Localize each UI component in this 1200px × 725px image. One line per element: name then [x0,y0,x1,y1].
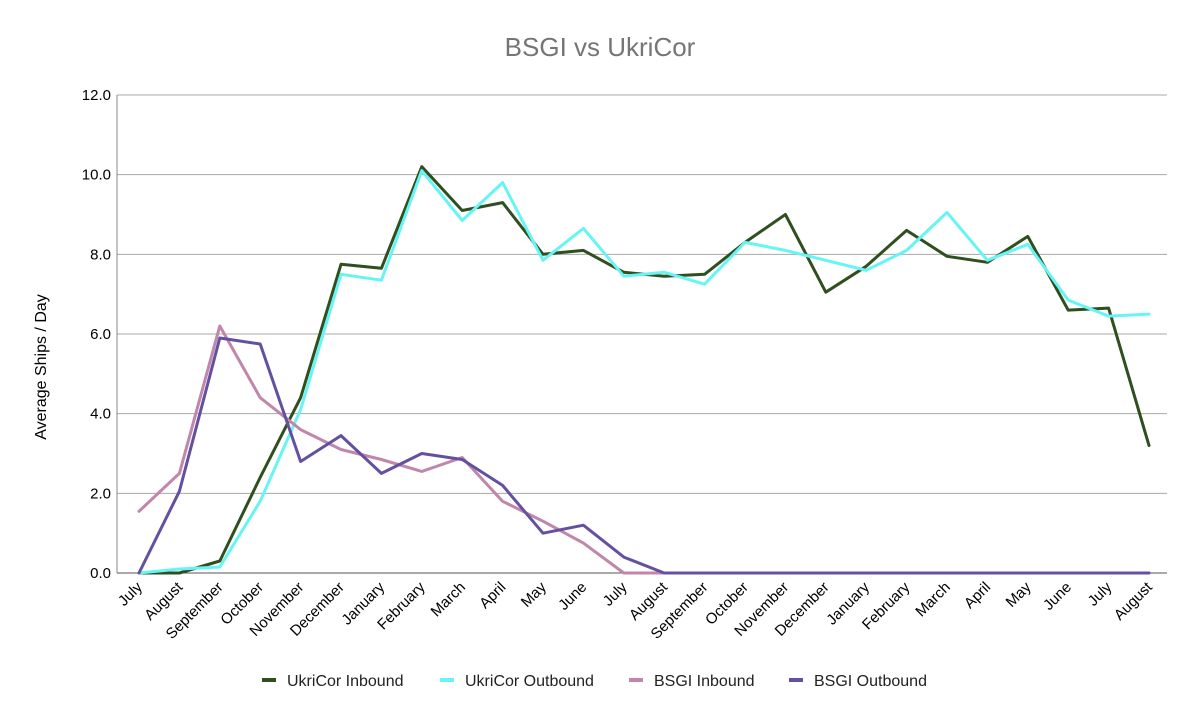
gridlines [117,94,1167,574]
x-tick-label: May [518,578,550,610]
series-line-1 [137,165,1151,575]
x-tick-label: June [555,579,590,614]
y-tick-label: 2.0 [90,485,111,502]
x-tick-label: August [1111,578,1157,624]
x-tick-label: July [600,578,631,609]
chart-title: BSGI vs UkriCor [505,32,696,62]
x-tick-label: April [961,579,994,612]
series-line-2 [137,169,1151,575]
series-lines [137,165,1151,575]
y-tick-label: 4.0 [90,406,111,423]
legend-label: BSGI Inbound [654,673,755,690]
y-tick-label: 0.0 [90,565,111,582]
y-axis-ticks: 0.0 2.0 4.0 6.0 8.0 10.0 12.0 [82,87,111,582]
x-tick-label: July [115,578,146,609]
x-tick-label: July [1085,578,1116,609]
x-tick-label: June [1040,579,1075,614]
legend-label: UkriCor Inbound [287,673,404,690]
legend: UkriCor Inbound UkriCor Outbound BSGI Inbo… [262,673,927,690]
y-tick-label: 6.0 [90,326,111,343]
legend-label: UkriCor Outbound [465,673,594,690]
y-tick-label: 8.0 [90,246,111,263]
y-tick-label: 12.0 [82,87,111,104]
x-tick-label: March [428,579,469,620]
legend-label: BSGI Outbound [814,673,927,690]
x-tick-label: April [476,579,509,612]
series-line-4 [137,336,1151,575]
series-line-3 [137,324,1151,575]
x-tick-label: March [912,579,953,620]
y-tick-label: 10.0 [82,167,111,184]
y-axis-label: Average Ships / Day [33,294,50,440]
x-axis-ticks: JulyAugustSeptemberOctoberNovemberDecemb… [115,578,1156,642]
x-tick-label: May [1003,578,1035,610]
